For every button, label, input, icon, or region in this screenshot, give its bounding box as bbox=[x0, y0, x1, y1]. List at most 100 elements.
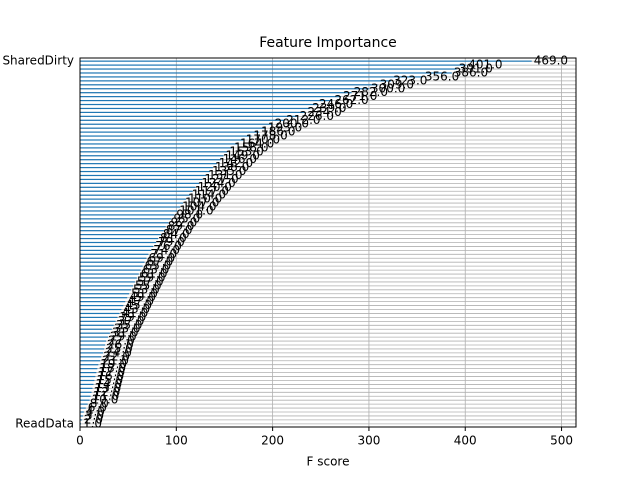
bar bbox=[80, 143, 238, 145]
value-label: 469.0 bbox=[534, 54, 568, 68]
bar bbox=[80, 72, 452, 74]
value-label: 401.0 bbox=[468, 58, 502, 72]
bar bbox=[80, 68, 457, 70]
bar bbox=[80, 60, 532, 62]
x-tick-label: 400 bbox=[454, 434, 477, 448]
x-tick-label: 0 bbox=[76, 434, 84, 448]
bar bbox=[80, 186, 196, 188]
bar bbox=[80, 111, 306, 114]
value-label: 104.0 bbox=[182, 200, 216, 214]
bar bbox=[80, 328, 112, 330]
value-label: 31.0 bbox=[112, 326, 139, 340]
bar bbox=[80, 202, 184, 204]
bar bbox=[80, 257, 147, 259]
value-label: 29.0 bbox=[110, 330, 137, 344]
bar bbox=[80, 147, 233, 149]
value-label: 12.0 bbox=[94, 385, 121, 399]
bar bbox=[80, 368, 98, 370]
value-label: 63.0 bbox=[143, 263, 170, 277]
bar bbox=[80, 92, 352, 94]
value-label: 212.0 bbox=[286, 113, 320, 127]
bar bbox=[80, 419, 82, 421]
value-label: 300.0 bbox=[371, 81, 405, 95]
bar bbox=[80, 115, 298, 117]
value-label: 282.0 bbox=[354, 85, 388, 99]
bar bbox=[80, 375, 96, 378]
value-label: 10.0 bbox=[92, 393, 119, 407]
value-label: 323.0 bbox=[393, 73, 427, 87]
bar bbox=[80, 178, 203, 181]
bar bbox=[80, 356, 102, 358]
bar bbox=[80, 360, 101, 362]
bar bbox=[80, 139, 244, 141]
value-label: 27.0 bbox=[108, 334, 135, 348]
value-label: 239.0 bbox=[312, 101, 346, 115]
value-label: 15.0 bbox=[96, 373, 123, 387]
bar bbox=[80, 135, 252, 137]
value-label: 21.0 bbox=[102, 353, 129, 367]
bar bbox=[80, 340, 107, 342]
bar bbox=[80, 277, 137, 279]
bar bbox=[80, 379, 95, 382]
value-label: 67.0 bbox=[147, 255, 174, 269]
value-label: 35.0 bbox=[116, 318, 143, 332]
value-label: 271.0 bbox=[343, 89, 377, 103]
bar bbox=[80, 76, 423, 78]
value-label: 57.0 bbox=[137, 274, 164, 288]
value-label: 246.0 bbox=[319, 97, 353, 111]
value-label: 18.0 bbox=[99, 361, 126, 375]
value-label: 43.0 bbox=[123, 302, 150, 316]
value-label: 110.0 bbox=[188, 192, 222, 206]
bar bbox=[80, 399, 90, 401]
bar bbox=[80, 155, 224, 157]
value-label: 84.0 bbox=[163, 227, 190, 241]
bar bbox=[80, 387, 93, 389]
value-label: 92.0 bbox=[171, 215, 198, 229]
bar bbox=[80, 364, 99, 366]
value-label: 81.0 bbox=[160, 231, 187, 245]
value-label: 33.0 bbox=[114, 322, 141, 336]
plot-frame bbox=[79, 57, 577, 428]
bar bbox=[80, 407, 86, 409]
value-label: 49.0 bbox=[129, 290, 156, 304]
bar bbox=[80, 301, 126, 303]
bar bbox=[80, 151, 228, 153]
value-label: 69.0 bbox=[148, 251, 175, 265]
y-tick-label: SharedDirty bbox=[2, 54, 74, 68]
value-label: 226.0 bbox=[300, 109, 334, 123]
value-label: 87.0 bbox=[166, 223, 193, 237]
bar bbox=[80, 261, 145, 263]
value-label: 37.0 bbox=[118, 314, 145, 328]
bar bbox=[80, 308, 122, 311]
bar bbox=[80, 312, 120, 315]
value-label: 170.0 bbox=[246, 133, 280, 147]
value-label: 164.0 bbox=[240, 136, 274, 150]
bar bbox=[80, 127, 266, 129]
value-label: 89.0 bbox=[168, 219, 195, 233]
value-label: 71.0 bbox=[150, 247, 177, 261]
value-label: 45.0 bbox=[125, 298, 152, 312]
bar bbox=[80, 316, 118, 319]
bar bbox=[80, 237, 159, 240]
value-label: 1.0 bbox=[83, 416, 102, 430]
bar bbox=[80, 336, 108, 338]
value-label: 186.0 bbox=[261, 125, 295, 139]
bar bbox=[80, 96, 342, 98]
bar bbox=[80, 64, 467, 66]
bar bbox=[80, 249, 152, 251]
bar bbox=[80, 103, 317, 106]
bar bbox=[80, 210, 178, 212]
value-label: 178.0 bbox=[253, 129, 287, 143]
bar bbox=[80, 174, 207, 177]
value-label: 47.0 bbox=[127, 294, 154, 308]
value-label: 79.0 bbox=[158, 235, 185, 249]
value-label: 95.0 bbox=[173, 211, 200, 225]
value-label: 234.0 bbox=[307, 105, 341, 119]
bar bbox=[80, 214, 175, 216]
bar bbox=[80, 80, 392, 82]
value-label: 76.0 bbox=[155, 239, 182, 253]
value-label: 74.0 bbox=[153, 243, 180, 257]
value-label: 3.0 bbox=[85, 408, 104, 422]
bar bbox=[80, 84, 378, 86]
bar bbox=[80, 391, 92, 393]
